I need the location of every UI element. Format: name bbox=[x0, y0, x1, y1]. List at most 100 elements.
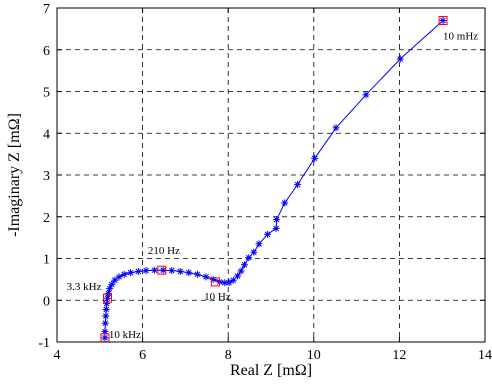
data-point bbox=[234, 272, 242, 280]
frequency-label: 3.3 kHz bbox=[67, 281, 102, 293]
marker-stroke bbox=[241, 261, 248, 268]
marker-stroke bbox=[226, 279, 232, 286]
y-tick-label: 7 bbox=[43, 2, 50, 17]
marker-stroke bbox=[104, 295, 111, 301]
data-point bbox=[311, 154, 319, 162]
data-point bbox=[273, 216, 281, 224]
marker-stroke bbox=[102, 328, 108, 335]
marker-stroke bbox=[102, 320, 109, 327]
data-point bbox=[127, 269, 135, 277]
data-point bbox=[264, 230, 272, 238]
data-point bbox=[102, 312, 110, 320]
frequency-label: 10 mHz bbox=[443, 31, 478, 43]
data-point bbox=[362, 91, 370, 99]
marker-stroke bbox=[160, 267, 166, 273]
data-point bbox=[120, 270, 128, 278]
marker-stroke bbox=[116, 274, 122, 280]
marker-stroke bbox=[151, 267, 158, 273]
highlight-square bbox=[157, 265, 167, 275]
marker-stroke bbox=[281, 200, 288, 206]
y-tick-label: 5 bbox=[43, 86, 50, 101]
highlight-markers bbox=[100, 16, 448, 343]
data-point bbox=[142, 267, 150, 275]
x-tick-label: 10 bbox=[307, 348, 321, 363]
frequency-label: 10 kHz bbox=[109, 329, 141, 341]
data-point bbox=[439, 17, 447, 25]
data-point bbox=[185, 269, 193, 277]
marker-stroke bbox=[245, 254, 252, 261]
data-point bbox=[240, 261, 248, 269]
y-tick-label: 1 bbox=[43, 253, 50, 268]
data-point bbox=[115, 273, 123, 281]
marker-stroke bbox=[230, 277, 237, 284]
marker-stroke bbox=[234, 273, 241, 279]
x-tick-label: 14 bbox=[478, 348, 492, 363]
marker-stroke bbox=[294, 181, 301, 188]
marker-stroke bbox=[127, 269, 134, 276]
marker-stroke bbox=[186, 269, 192, 276]
data-point bbox=[237, 267, 245, 275]
marker-stroke bbox=[251, 249, 257, 256]
highlight-square bbox=[438, 16, 448, 26]
data-point bbox=[281, 199, 289, 207]
y-tick-label: 2 bbox=[43, 211, 50, 226]
x-tick-label: 12 bbox=[392, 348, 406, 363]
frequency-label: 10 Hz bbox=[204, 291, 231, 303]
marker-stroke bbox=[143, 267, 149, 274]
y-tick-label: -1 bbox=[38, 336, 50, 351]
marker-stroke bbox=[111, 277, 118, 284]
y-tick-label: 6 bbox=[43, 44, 50, 59]
highlight-square bbox=[210, 277, 220, 287]
data-point bbox=[245, 254, 253, 262]
frequency-label: 210 Hz bbox=[148, 245, 180, 257]
marker-stroke bbox=[102, 313, 109, 319]
data-point bbox=[108, 280, 116, 288]
data-point bbox=[168, 267, 176, 275]
x-tick-label: 6 bbox=[139, 348, 146, 363]
data-point bbox=[255, 240, 263, 248]
marker-stroke bbox=[440, 17, 446, 24]
grid-lines bbox=[57, 8, 485, 342]
marker-stroke bbox=[273, 216, 280, 223]
marker-stroke bbox=[221, 279, 228, 286]
data-point bbox=[396, 55, 404, 63]
data-point bbox=[176, 267, 184, 275]
data-point bbox=[193, 270, 201, 278]
x-tick-label: 4 bbox=[54, 348, 61, 363]
marker-stroke bbox=[135, 268, 142, 275]
plot-background bbox=[57, 8, 485, 342]
marker-stroke bbox=[273, 225, 279, 232]
data-point bbox=[250, 248, 258, 256]
marker-stroke bbox=[121, 271, 127, 278]
data-point bbox=[101, 334, 109, 342]
highlight-square bbox=[103, 293, 113, 303]
marker-stroke bbox=[108, 281, 115, 288]
data-point bbox=[225, 279, 233, 287]
data-point bbox=[332, 124, 340, 132]
data-point bbox=[134, 267, 142, 275]
marker-stroke bbox=[194, 271, 201, 278]
marker-stroke bbox=[102, 335, 108, 341]
marker-stroke bbox=[106, 285, 113, 292]
marker-stroke bbox=[238, 268, 244, 274]
marker-stroke bbox=[177, 268, 184, 275]
data-point bbox=[111, 276, 119, 284]
y-tick-label: 3 bbox=[43, 169, 50, 184]
data-point bbox=[209, 275, 217, 283]
y-tick-label: 0 bbox=[43, 294, 50, 309]
marker-stroke bbox=[397, 56, 404, 62]
plot-frame bbox=[56, 7, 486, 343]
data-point bbox=[202, 273, 210, 281]
annotations: 10 kHz 3.3 kHz 210 Hz 10 Hz 10 mHz bbox=[67, 31, 479, 341]
marker-stroke bbox=[103, 306, 110, 313]
data-point bbox=[272, 224, 280, 232]
marker-stroke bbox=[333, 125, 339, 131]
data-series bbox=[101, 17, 447, 342]
marker-stroke bbox=[203, 274, 209, 280]
x-axis-title: Real Z [mΩ] bbox=[230, 362, 312, 379]
data-point bbox=[229, 276, 237, 284]
data-point bbox=[159, 266, 167, 274]
data-point bbox=[101, 328, 109, 336]
x-tick-label: 8 bbox=[225, 348, 232, 363]
